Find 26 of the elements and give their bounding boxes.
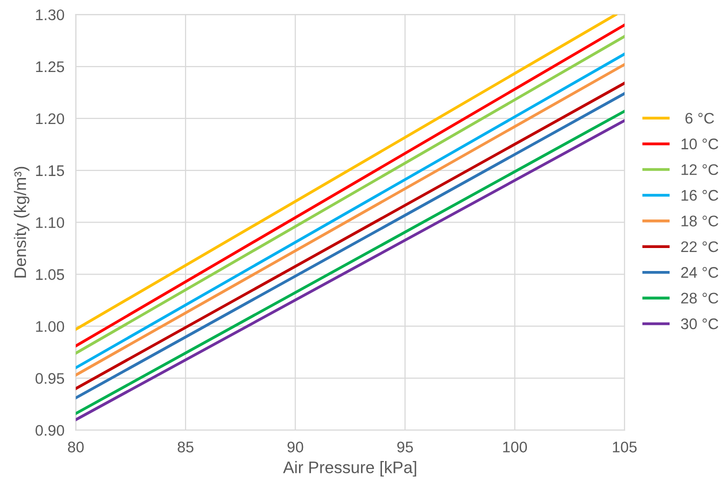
y-tick-label: 0.95 (36, 373, 64, 384)
x-tick-label: 85 (178, 442, 194, 452)
y-tick-label: 0.90 (36, 424, 64, 436)
y-axis-title: Density (kg/m³) (14, 166, 30, 278)
legend-label: 10 °C (682, 138, 718, 150)
y-tick-label: 1.10 (36, 217, 64, 228)
y-tick-label: 1.25 (36, 61, 64, 72)
y-tick-label: 1.00 (36, 321, 64, 332)
x-tick-label: 80 (68, 442, 84, 452)
y-tick-label: 1.30 (36, 9, 64, 20)
y-tick-label: 1.20 (36, 113, 64, 124)
x-tick-label: 100 (503, 442, 527, 452)
legend-label: 6 °C (685, 112, 714, 124)
x-tick-label: 105 (612, 442, 637, 452)
y-tick-label: 1.05 (36, 269, 64, 280)
legend-label: 30 °C (681, 318, 718, 330)
legend-label: 24 °C (681, 267, 718, 278)
legend-label: 16 °C (682, 190, 718, 201)
legend-label: 12 °C (682, 164, 718, 176)
legend-label: 22 °C (681, 241, 718, 252)
x-tick-label: 90 (288, 442, 304, 452)
legend-label: 28 °C (681, 292, 718, 304)
x-axis-title: Air Pressure [kPa] (283, 461, 416, 477)
y-tick-label: 1.15 (36, 165, 64, 176)
x-tick-label: 95 (397, 442, 413, 452)
legend-label: 18 °C (682, 216, 718, 226)
